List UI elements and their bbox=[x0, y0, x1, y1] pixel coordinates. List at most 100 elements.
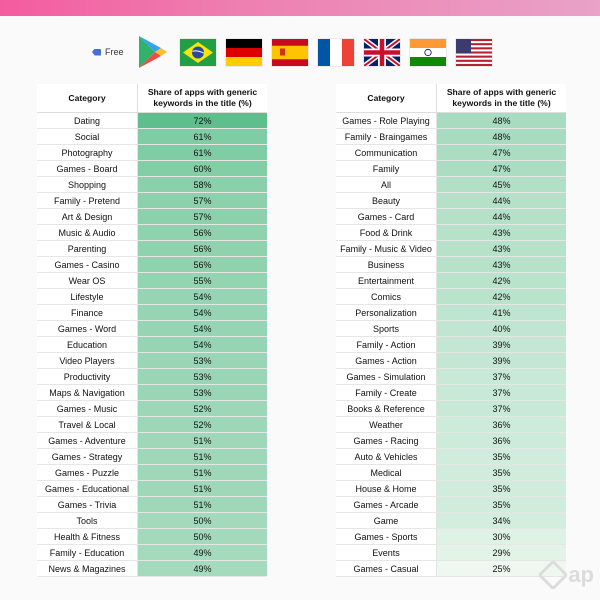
brazil-flag-icon[interactable] bbox=[179, 38, 216, 66]
usa-flag-icon[interactable] bbox=[455, 38, 492, 66]
table-row: Lifestyle 54% bbox=[37, 289, 267, 305]
table-row: Games - Sports 30% bbox=[336, 529, 566, 545]
category-cell: Family - Create bbox=[336, 385, 437, 400]
table-row: Games - Arcade 35% bbox=[336, 497, 566, 513]
category-cell: Games - Music bbox=[37, 401, 138, 416]
table-row: Travel & Local 52% bbox=[37, 417, 267, 433]
category-cell: Games - Adventure bbox=[37, 433, 138, 448]
share-value-cell: 29% bbox=[437, 545, 566, 560]
category-cell: Food & Drink bbox=[336, 225, 437, 240]
table-row: Games - Role Playing 48% bbox=[336, 113, 566, 129]
table-row: Games - Strategy 51% bbox=[37, 449, 267, 465]
table-row: Games - Casino 56% bbox=[37, 257, 267, 273]
table-row: Games - Educational 51% bbox=[37, 481, 267, 497]
table-row: Video Players 53% bbox=[37, 353, 267, 369]
table-row: Music & Audio 56% bbox=[37, 225, 267, 241]
india-flag-icon[interactable] bbox=[409, 38, 446, 66]
table-row: Games - Adventure 51% bbox=[37, 433, 267, 449]
category-cell: Games - Casual bbox=[336, 561, 437, 576]
free-label: Free bbox=[105, 47, 124, 57]
table-row: Comics 42% bbox=[336, 289, 566, 305]
category-cell: Communication bbox=[336, 145, 437, 160]
spain-flag-icon[interactable] bbox=[271, 38, 308, 66]
germany-flag-icon[interactable] bbox=[225, 38, 262, 66]
category-cell: Weather bbox=[336, 417, 437, 432]
category-cell: Games - Racing bbox=[336, 433, 437, 448]
category-cell: Comics bbox=[336, 289, 437, 304]
table-row: House & Home 35% bbox=[336, 481, 566, 497]
category-cell: Medical bbox=[336, 465, 437, 480]
category-cell: Games - Word bbox=[37, 321, 138, 336]
category-cell: Video Players bbox=[37, 353, 138, 368]
category-cell: Events bbox=[336, 545, 437, 560]
share-value-cell: 39% bbox=[437, 353, 566, 368]
share-value-cell: 51% bbox=[138, 497, 267, 512]
table-row: Games - Action 39% bbox=[336, 353, 566, 369]
france-flag-icon[interactable] bbox=[317, 38, 354, 66]
table-row: All 45% bbox=[336, 177, 566, 193]
table-row: Photography 61% bbox=[37, 145, 267, 161]
share-value-cell: 36% bbox=[437, 433, 566, 448]
table-row: Family - Create 37% bbox=[336, 385, 566, 401]
category-cell: Games - Card bbox=[336, 209, 437, 224]
category-cell: Games - Action bbox=[336, 353, 437, 368]
share-value-cell: 72% bbox=[138, 113, 267, 128]
category-cell: Games - Casino bbox=[37, 257, 138, 272]
google-play-icon[interactable] bbox=[134, 34, 170, 70]
share-value-cell: 54% bbox=[138, 289, 267, 304]
table-row: Games - Card 44% bbox=[336, 209, 566, 225]
watermark-logo: ap bbox=[537, 559, 594, 591]
category-cell: Family - Education bbox=[37, 545, 138, 560]
share-value-cell: 57% bbox=[138, 209, 267, 224]
table-row: Entertainment 42% bbox=[336, 273, 566, 289]
category-cell: Games - Board bbox=[37, 161, 138, 176]
share-value-cell: 51% bbox=[138, 465, 267, 480]
table-row: Parenting 56% bbox=[37, 241, 267, 257]
share-value-cell: 54% bbox=[138, 305, 267, 320]
share-value-cell: 56% bbox=[138, 225, 267, 240]
share-value-cell: 61% bbox=[138, 129, 267, 144]
category-cell: Finance bbox=[37, 305, 138, 320]
category-cell: Social bbox=[37, 129, 138, 144]
table-row: Personalization 41% bbox=[336, 305, 566, 321]
category-cell: News & Magazines bbox=[37, 561, 138, 576]
share-value-cell: 36% bbox=[437, 417, 566, 432]
watermark-icon bbox=[537, 559, 569, 591]
category-cell: Auto & Vehicles bbox=[336, 449, 437, 464]
table-row: Food & Drink 43% bbox=[336, 225, 566, 241]
table-row: Games - Trivia 51% bbox=[37, 497, 267, 513]
share-value-cell: 35% bbox=[437, 481, 566, 496]
table-row: Family - Education 49% bbox=[37, 545, 267, 561]
free-badge[interactable]: Free bbox=[92, 47, 124, 57]
table-row: Shopping 58% bbox=[37, 177, 267, 193]
share-value-cell: 35% bbox=[437, 465, 566, 480]
category-cell: Family - Pretend bbox=[37, 193, 138, 208]
category-column-header: Category bbox=[37, 84, 138, 112]
category-cell: Games - Sports bbox=[336, 529, 437, 544]
share-value-cell: 40% bbox=[437, 321, 566, 336]
category-cell: Dating bbox=[37, 113, 138, 128]
category-cell: Sports bbox=[336, 321, 437, 336]
category-cell: Games - Puzzle bbox=[37, 465, 138, 480]
share-value-cell: 39% bbox=[437, 337, 566, 352]
table-row: Auto & Vehicles 35% bbox=[336, 449, 566, 465]
category-cell: House & Home bbox=[336, 481, 437, 496]
category-cell: Music & Audio bbox=[37, 225, 138, 240]
category-cell: Family bbox=[336, 161, 437, 176]
watermark-text: ap bbox=[568, 562, 594, 587]
table-row: Games - Simulation 37% bbox=[336, 369, 566, 385]
category-cell: Maps & Navigation bbox=[37, 385, 138, 400]
share-value-cell: 44% bbox=[437, 209, 566, 224]
left-category-table: Category Share of apps with generic keyw… bbox=[37, 84, 267, 577]
category-cell: Beauty bbox=[336, 193, 437, 208]
share-value-cell: 42% bbox=[437, 273, 566, 288]
table-row: Art & Design 57% bbox=[37, 209, 267, 225]
uk-flag-icon[interactable] bbox=[363, 38, 400, 66]
share-value-cell: 30% bbox=[437, 529, 566, 544]
share-value-cell: 41% bbox=[437, 305, 566, 320]
table-row: Books & Reference 37% bbox=[336, 401, 566, 417]
share-value-cell: 35% bbox=[437, 449, 566, 464]
table-row: Health & Fitness 50% bbox=[37, 529, 267, 545]
share-value-cell: 50% bbox=[138, 513, 267, 528]
category-cell: Entertainment bbox=[336, 273, 437, 288]
